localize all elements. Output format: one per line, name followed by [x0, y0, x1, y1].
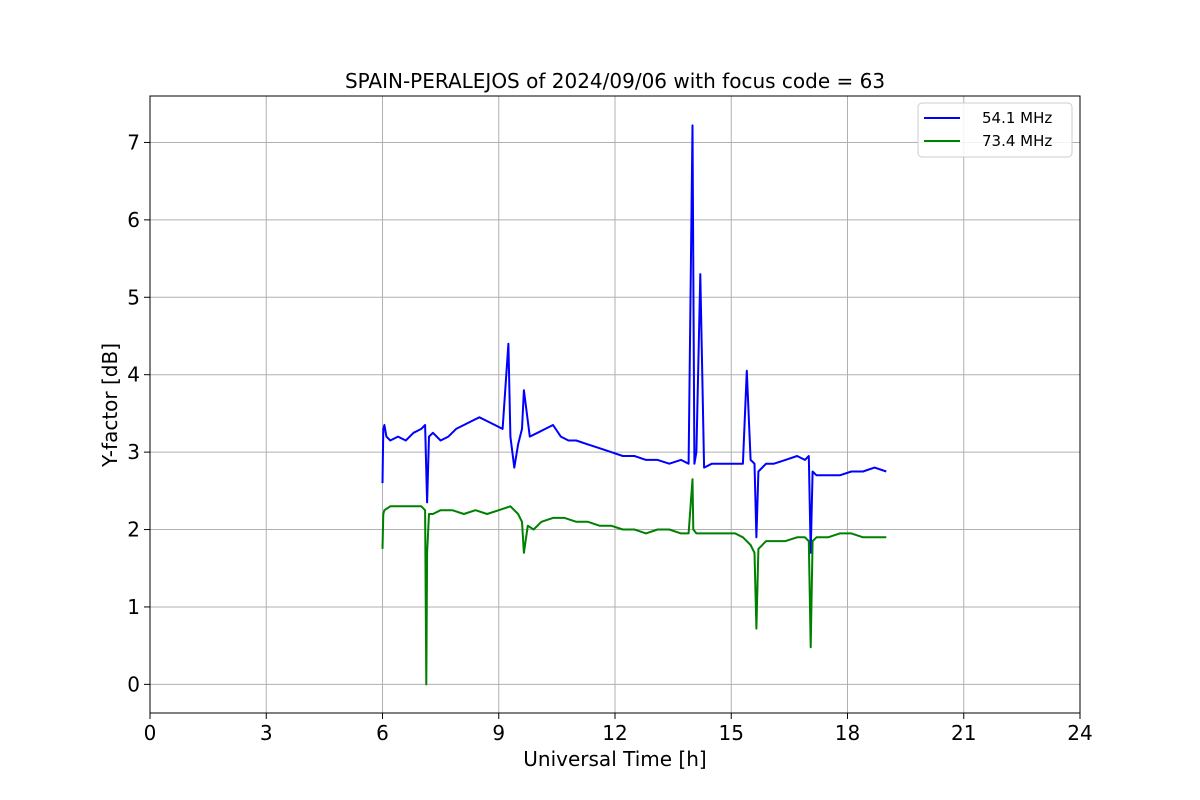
y-tick-label: 2	[127, 518, 140, 542]
y-tick-label: 1	[127, 595, 140, 619]
x-axis-label: Universal Time [h]	[523, 747, 706, 771]
legend-label-1: 73.4 MHz	[982, 132, 1052, 150]
x-tick-label: 9	[492, 721, 505, 745]
chart-title: SPAIN-PERALEJOS of 2024/09/06 with focus…	[345, 69, 885, 93]
y-tick-label: 3	[127, 440, 140, 464]
y-tick-label: 5	[127, 285, 140, 309]
x-tick-label: 6	[376, 721, 389, 745]
y-tick-label: 4	[127, 363, 140, 387]
legend-box	[917, 102, 1073, 158]
x-tick-label: 18	[835, 721, 860, 745]
x-tick-label: 0	[144, 721, 157, 745]
y-tick-label: 7	[127, 130, 140, 154]
series-line-0	[381, 124, 887, 554]
x-tick-label: 15	[719, 721, 744, 745]
x-tick-label: 3	[260, 721, 273, 745]
y-axis-label: Y-factor [dB]	[98, 343, 122, 468]
plot-series	[381, 124, 887, 686]
legend: 54.1 MHz 73.4 MHz	[917, 102, 1073, 158]
legend-label-0: 54.1 MHz	[982, 109, 1052, 127]
y-tick-label: 6	[127, 208, 140, 232]
y-axis-ticks: 0 1 2 3 4 5 6 7	[127, 130, 150, 696]
y-tick-label: 0	[127, 672, 140, 696]
x-tick-label: 21	[951, 721, 976, 745]
series-line-1	[381, 478, 887, 686]
x-axis-ticks: 0 3 6 9 12 15 18 21 24	[144, 713, 1093, 745]
x-tick-label: 24	[1067, 721, 1092, 745]
x-tick-label: 12	[602, 721, 627, 745]
